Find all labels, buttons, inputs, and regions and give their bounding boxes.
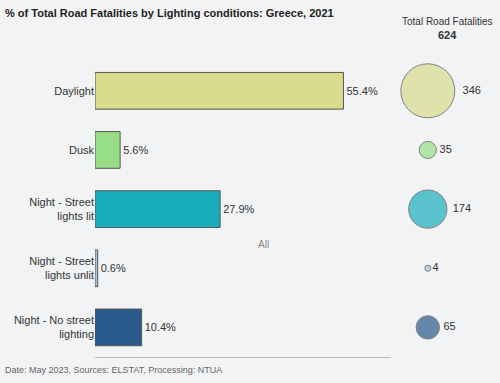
svg-text:0.6%: 0.6%: [101, 262, 126, 274]
svg-text:% of Total Road Fatalities by: % of Total Road Fatalities by Lighting c…: [5, 7, 334, 19]
svg-text:Daylight: Daylight: [54, 85, 94, 97]
svg-text:5.6%: 5.6%: [123, 144, 148, 156]
svg-text:174: 174: [453, 202, 471, 214]
svg-text:55.4%: 55.4%: [346, 85, 377, 97]
svg-text:10.4%: 10.4%: [145, 321, 176, 333]
svg-text:4: 4: [433, 261, 439, 273]
svg-text:346: 346: [463, 84, 481, 96]
svg-text:Total Road Fatalities: Total Road Fatalities: [402, 16, 493, 27]
svg-text:Night - No streetlighting: Night - No streetlighting: [14, 314, 94, 340]
svg-text:All: All: [258, 239, 269, 250]
svg-text:624: 624: [438, 29, 457, 41]
svg-text:Night - Streetlights unlit: Night - Streetlights unlit: [29, 255, 94, 281]
svg-text:Night - Streetlights lit: Night - Streetlights lit: [29, 196, 94, 222]
svg-text:35: 35: [440, 143, 452, 155]
svg-text:65: 65: [443, 320, 455, 332]
svg-text:Dusk: Dusk: [69, 144, 95, 156]
svg-text:Date: May 2023, Sources: ELSTA: Date: May 2023, Sources: ELSTAT, Process…: [5, 365, 222, 375]
svg-text:27.9%: 27.9%: [223, 203, 254, 215]
